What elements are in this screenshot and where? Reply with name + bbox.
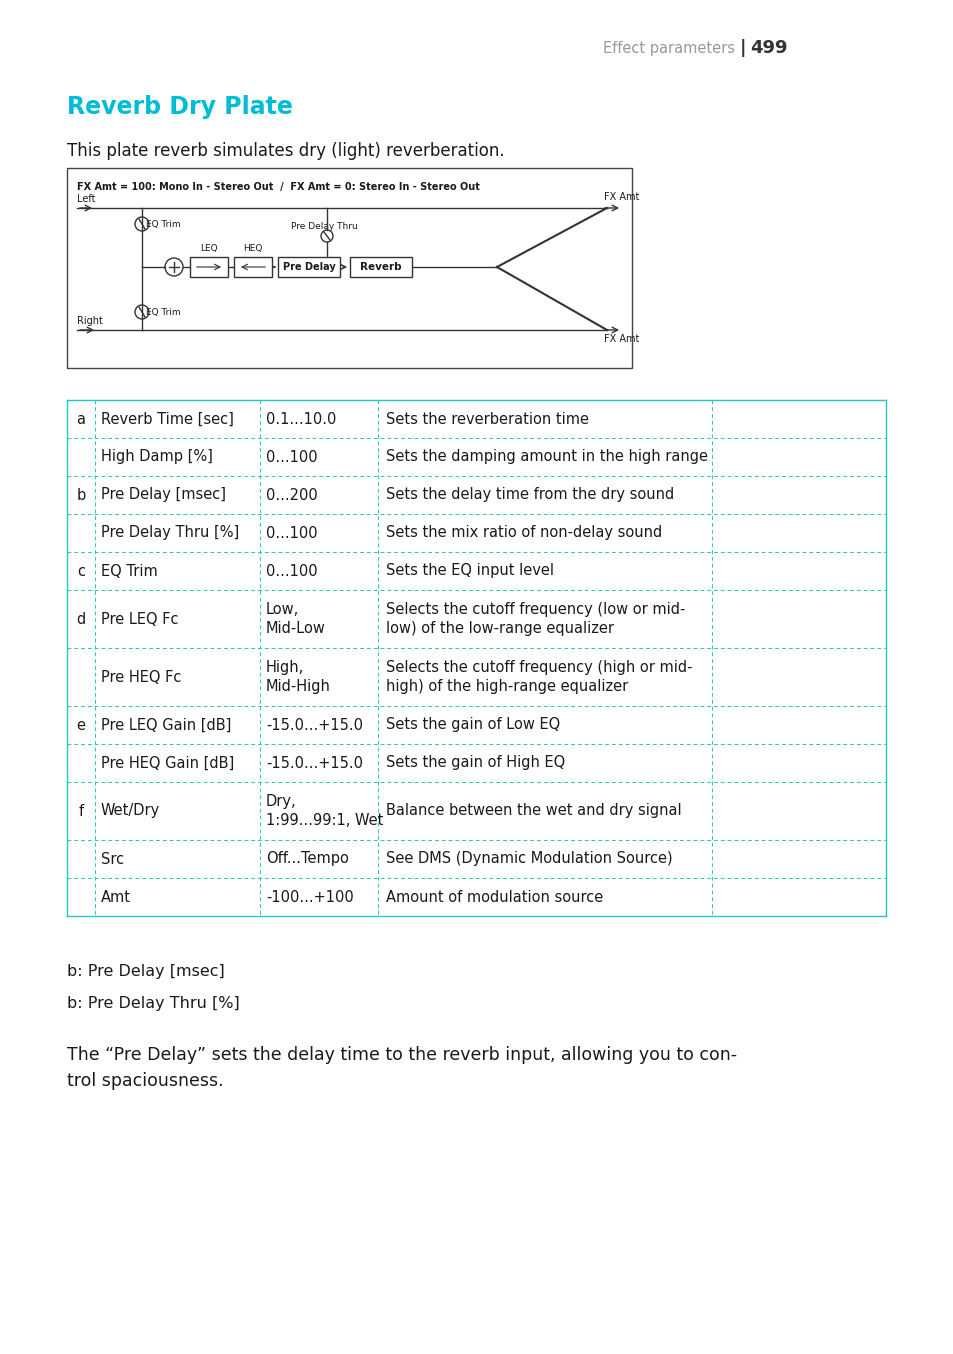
Text: a: a [76,412,86,427]
Text: Off...Tempo: Off...Tempo [266,852,349,867]
Text: 0...100: 0...100 [266,563,317,578]
Text: Pre HEQ Fc: Pre HEQ Fc [101,669,181,685]
Text: Pre Delay Thru [%]: Pre Delay Thru [%] [101,525,239,540]
Bar [277,257,339,278]
Text: This plate reverb simulates dry (light) reverberation.: This plate reverb simulates dry (light) … [67,142,504,160]
Text: Sets the EQ input level: Sets the EQ input level [386,563,554,578]
Text: The “Pre Delay” sets the delay time to the reverb input, allowing you to con-
tr: The “Pre Delay” sets the delay time to t… [67,1047,737,1090]
Text: f: f [78,803,84,819]
Text: Amount of modulation source: Amount of modulation source [386,890,602,904]
Text: Low,
Mid-Low: Low, Mid-Low [266,601,326,636]
Text: 0...100: 0...100 [266,450,317,464]
Text: High Damp [%]: High Damp [%] [101,450,213,464]
Text: FX Amt: FX Amt [603,192,639,202]
Text: e: e [76,718,86,733]
Text: Src: Src [101,852,124,867]
Text: c: c [77,563,85,578]
Text: Sets the mix ratio of non-delay sound: Sets the mix ratio of non-delay sound [386,525,661,540]
Text: Pre LEQ Fc: Pre LEQ Fc [101,612,178,627]
Text: Sets the gain of Low EQ: Sets the gain of Low EQ [386,718,559,733]
Text: Wet/Dry: Wet/Dry [101,803,160,819]
Text: FX Amt: FX Amt [603,334,639,344]
Text: High,
Mid-High: High, Mid-High [266,659,331,695]
Text: Effect parameters: Effect parameters [602,41,734,56]
Text: Pre Delay [msec]: Pre Delay [msec] [101,487,226,502]
Text: LEQ: LEQ [200,244,217,253]
Text: Reverb Time [sec]: Reverb Time [sec] [101,412,233,427]
Text: Selects the cutoff frequency (low or mid-
low) of the low-range equalizer: Selects the cutoff frequency (low or mid… [386,601,684,636]
Text: See DMS (Dynamic Modulation Source): See DMS (Dynamic Modulation Source) [386,852,672,867]
Text: b: Pre Delay Thru [%]: b: Pre Delay Thru [%] [67,997,239,1011]
Text: Pre Delay Thru: Pre Delay Thru [291,222,357,232]
Bar [67,168,631,368]
Bar [350,257,412,278]
Bar [190,257,228,278]
Text: EQ Trim: EQ Trim [146,307,180,317]
Text: 499: 499 [749,39,786,57]
Text: Pre LEQ Gain [dB]: Pre LEQ Gain [dB] [101,718,232,733]
Text: EQ Trim: EQ Trim [146,219,180,229]
Text: HEQ: HEQ [243,244,262,253]
Text: -15.0...+15.0: -15.0...+15.0 [266,756,363,770]
Text: b: Pre Delay [msec]: b: Pre Delay [msec] [67,964,225,979]
Text: Pre Delay: Pre Delay [282,263,335,272]
Text: 0...200: 0...200 [266,487,317,502]
Text: -100...+100: -100...+100 [266,890,354,904]
Text: Balance between the wet and dry signal: Balance between the wet and dry signal [386,803,680,819]
Text: d: d [76,612,86,627]
Text: Dry,
1:99...99:1, Wet: Dry, 1:99...99:1, Wet [266,793,383,829]
Text: Right: Right [77,315,103,326]
Text: Pre HEQ Gain [dB]: Pre HEQ Gain [dB] [101,756,234,770]
Text: Reverb: Reverb [360,263,401,272]
Text: Sets the gain of High EQ: Sets the gain of High EQ [386,756,565,770]
Text: |: | [740,39,745,57]
Text: Selects the cutoff frequency (high or mid-
high) of the high-range equalizer: Selects the cutoff frequency (high or mi… [386,659,692,695]
Text: b: b [76,487,86,502]
Text: 0.1...10.0: 0.1...10.0 [266,412,336,427]
Text: EQ Trim: EQ Trim [101,563,157,578]
Text: 0...100: 0...100 [266,525,317,540]
Text: Sets the damping amount in the high range: Sets the damping amount in the high rang… [386,450,707,464]
Text: Sets the delay time from the dry sound: Sets the delay time from the dry sound [386,487,674,502]
Text: Reverb Dry Plate: Reverb Dry Plate [67,95,293,119]
Text: Left: Left [77,194,95,204]
Text: Amt: Amt [101,890,131,904]
Text: FX Amt = 100: Mono In - Stereo Out  /  FX Amt = 0: Stereo In - Stereo Out: FX Amt = 100: Mono In - Stereo Out / FX … [77,181,479,192]
Bar [233,257,272,278]
Text: -15.0...+15.0: -15.0...+15.0 [266,718,363,733]
Text: Sets the reverberation time: Sets the reverberation time [386,412,588,427]
